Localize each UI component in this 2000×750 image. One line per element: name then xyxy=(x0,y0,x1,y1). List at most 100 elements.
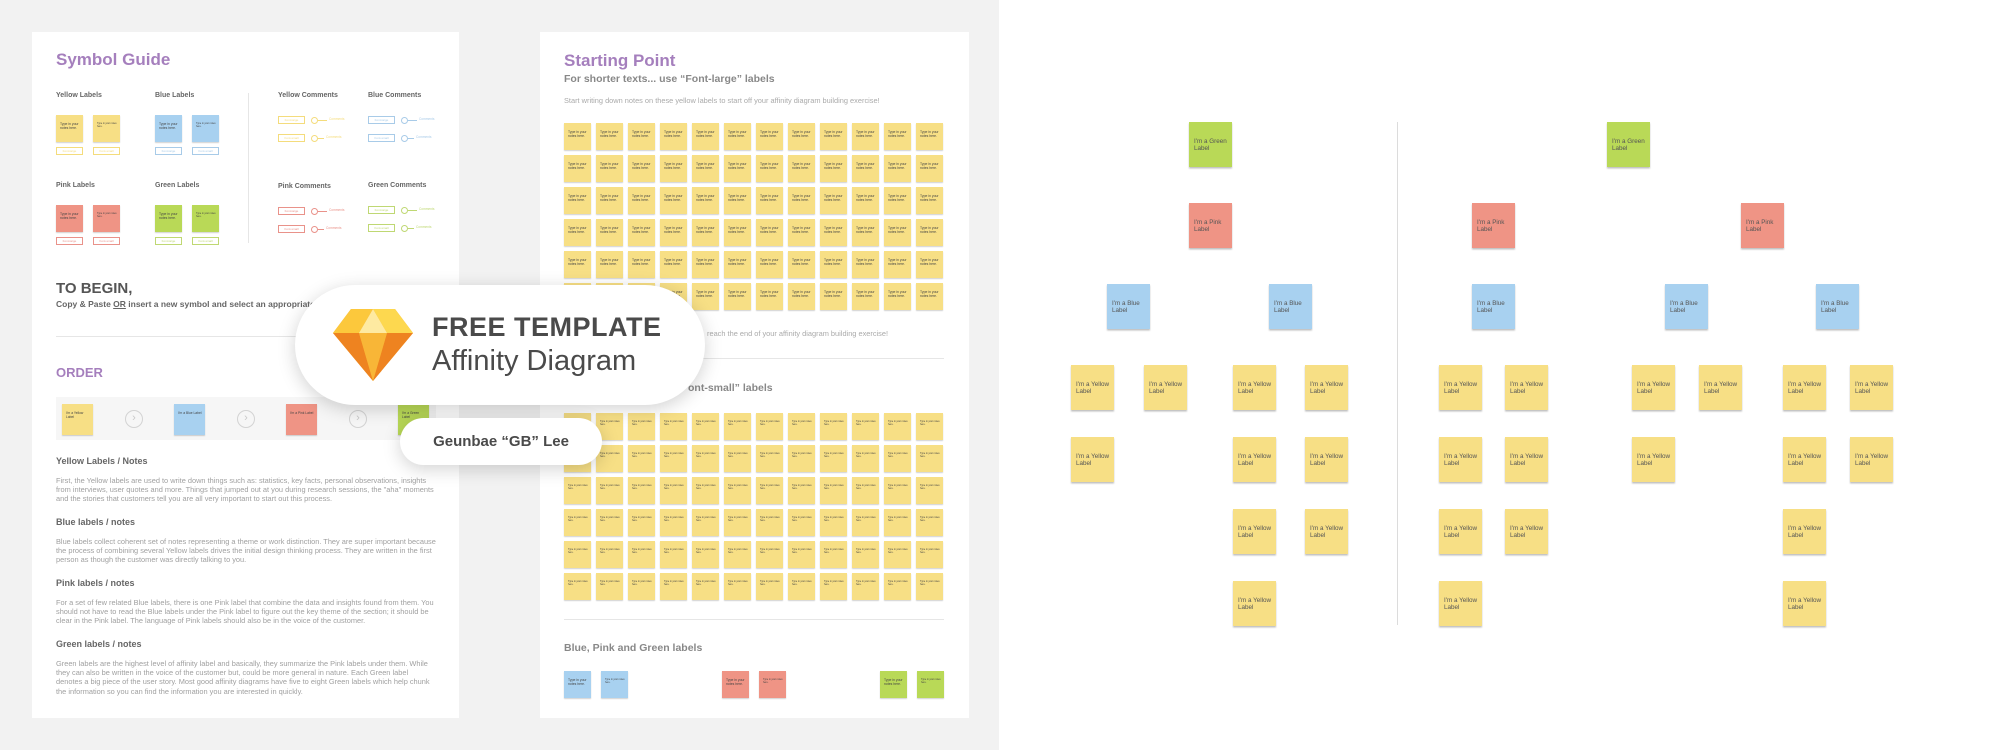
yellow-note[interactable]: Type in your notes here. xyxy=(852,283,879,310)
yellow-note[interactable]: Type in your notes here. xyxy=(852,155,879,182)
green-label-small[interactable]: Type in your notes here. xyxy=(192,205,219,232)
yellow-note[interactable]: Type in your notes here. xyxy=(724,413,751,440)
yellow-note[interactable]: Type in your notes here. xyxy=(884,187,911,214)
yellow-note[interactable]: Type in your notes here. xyxy=(852,509,879,536)
yellow-note[interactable]: Type in your notes here. xyxy=(852,477,879,504)
yellow-note[interactable]: Type in your notes here. xyxy=(724,477,751,504)
yellow-note[interactable]: Type in your notes here. xyxy=(820,477,847,504)
blue-label[interactable]: I'm a Blue Label xyxy=(1269,284,1312,329)
yellow-note[interactable]: Type in your notes here. xyxy=(756,509,783,536)
yellow-note[interactable]: Type in your notes here. xyxy=(564,251,591,278)
yellow-note[interactable]: Type in your notes here. xyxy=(820,251,847,278)
yellow-note[interactable]: Type in your notes here. xyxy=(692,283,719,310)
yellow-note[interactable]: Type in your notes here. xyxy=(756,155,783,182)
blue-label[interactable]: I'm a Blue Label xyxy=(1107,284,1150,329)
yellow-note[interactable]: Type in your notes here. xyxy=(596,155,623,182)
yellow-note[interactable]: Type in your notes here. xyxy=(788,251,815,278)
yellow-note[interactable]: Type in your notes here. xyxy=(884,123,911,150)
yellow-note[interactable]: Type in your notes here. xyxy=(916,283,943,310)
yellow-note[interactable]: Type in your notes here. xyxy=(692,219,719,246)
yellow-note[interactable]: Type in your notes here. xyxy=(916,123,943,150)
yellow-note[interactable]: Type in your notes here. xyxy=(884,445,911,472)
yellow-label[interactable]: I'm a Yellow Label xyxy=(1305,509,1348,554)
yellow-note[interactable]: Type in your notes here. xyxy=(820,155,847,182)
yellow-note[interactable]: Type in your notes here. xyxy=(852,445,879,472)
yellow-label[interactable]: I'm a Yellow Label xyxy=(1850,365,1893,410)
yellow-note[interactable]: Type in your notes here. xyxy=(596,573,623,600)
yellow-note[interactable]: Type in your notes here. xyxy=(628,413,655,440)
yellow-note[interactable]: Type in your notes here. xyxy=(660,477,687,504)
yellow-note[interactable]: Type in your notes here. xyxy=(660,445,687,472)
yellow-label-small[interactable]: Type in your notes here. xyxy=(93,115,120,142)
pink-label[interactable]: I'm a Pink Label xyxy=(1472,203,1515,248)
yellow-note[interactable]: Type in your notes here. xyxy=(788,573,815,600)
yellow-note[interactable]: Type in your notes here. xyxy=(660,155,687,182)
yellow-label[interactable]: I'm a Yellow Label xyxy=(1783,581,1826,626)
yellow-note[interactable]: Type in your notes here. xyxy=(564,573,591,600)
yellow-note[interactable]: Type in your notes here. xyxy=(724,445,751,472)
yellow-note[interactable]: Type in your notes here. xyxy=(628,445,655,472)
yellow-note[interactable]: Type in your notes here. xyxy=(660,219,687,246)
yellow-label[interactable]: I'm a Yellow Label xyxy=(1505,509,1548,554)
yellow-note[interactable]: Type in your notes here. xyxy=(692,251,719,278)
yellow-label[interactable]: I'm a Yellow Label xyxy=(1439,437,1482,482)
yellow-note[interactable]: Type in your notes here. xyxy=(692,477,719,504)
yellow-note[interactable]: Type in your notes here. xyxy=(884,413,911,440)
yellow-note[interactable]: Type in your notes here. xyxy=(916,219,943,246)
yellow-note[interactable]: Type in your notes here. xyxy=(852,219,879,246)
yellow-label[interactable]: I'm a Yellow Label xyxy=(1233,365,1276,410)
yellow-label[interactable]: I'm a Yellow Label xyxy=(1233,509,1276,554)
yellow-note[interactable]: Type in your notes here. xyxy=(628,541,655,568)
yellow-note[interactable]: Type in your notes here. xyxy=(916,445,943,472)
green-label[interactable]: I'm a Green Label xyxy=(1607,122,1650,167)
yellow-note[interactable]: Type in your notes here. xyxy=(564,541,591,568)
yellow-note[interactable]: Type in your notes here. xyxy=(756,187,783,214)
yellow-note[interactable]: Type in your notes here. xyxy=(628,219,655,246)
yellow-note[interactable]: Type in your notes here. xyxy=(628,123,655,150)
yellow-note[interactable]: Type in your notes here. xyxy=(596,123,623,150)
yellow-label[interactable]: I'm a Yellow Label xyxy=(1439,509,1482,554)
yellow-note[interactable]: Type in your notes here. xyxy=(628,573,655,600)
yellow-note[interactable]: Type in your notes here. xyxy=(820,219,847,246)
yellow-note[interactable]: Type in your notes here. xyxy=(788,509,815,536)
yellow-note[interactable]: Type in your notes here. xyxy=(884,541,911,568)
blue-label[interactable]: I'm a Blue Label xyxy=(1816,284,1859,329)
yellow-note[interactable]: Type in your notes here. xyxy=(724,283,751,310)
yellow-label[interactable]: I'm a Yellow Label xyxy=(1439,365,1482,410)
yellow-note[interactable]: Type in your notes here. xyxy=(916,573,943,600)
yellow-note[interactable]: Type in your notes here. xyxy=(916,251,943,278)
yellow-note[interactable]: Type in your notes here. xyxy=(852,123,879,150)
yellow-label[interactable]: I'm a Yellow Label xyxy=(1071,437,1114,482)
yellow-label[interactable]: I'm a Yellow Label xyxy=(1233,581,1276,626)
yellow-note[interactable]: Type in your notes here. xyxy=(916,155,943,182)
yellow-note[interactable]: Type in your notes here. xyxy=(660,541,687,568)
yellow-note[interactable]: Type in your notes here. xyxy=(564,155,591,182)
yellow-note[interactable]: Type in your notes here. xyxy=(756,283,783,310)
yellow-note[interactable]: Type in your notes here. xyxy=(852,413,879,440)
yellow-note[interactable]: Type in your notes here. xyxy=(852,251,879,278)
yellow-label[interactable]: I'm a Yellow Label xyxy=(1144,365,1187,410)
blue-note[interactable]: Type in your notes here. xyxy=(564,671,591,698)
blue-label-large[interactable]: Type in your notes here. xyxy=(155,115,182,142)
yellow-note[interactable]: Type in your notes here. xyxy=(596,541,623,568)
green-label[interactable]: I'm a Green Label xyxy=(1189,122,1232,167)
yellow-note[interactable]: Type in your notes here. xyxy=(564,509,591,536)
yellow-label[interactable]: I'm a Yellow Label xyxy=(1439,581,1482,626)
yellow-note[interactable]: Type in your notes here. xyxy=(788,477,815,504)
yellow-note[interactable]: Type in your notes here. xyxy=(756,445,783,472)
yellow-label[interactable]: I'm a Yellow Label xyxy=(1783,509,1826,554)
yellow-note[interactable]: Type in your notes here. xyxy=(756,541,783,568)
green-label-large[interactable]: Type in your notes here. xyxy=(155,205,182,232)
pink-note[interactable]: Type in your notes here. xyxy=(722,671,749,698)
yellow-note[interactable]: Type in your notes here. xyxy=(852,573,879,600)
yellow-note[interactable]: Type in your notes here. xyxy=(820,509,847,536)
yellow-note[interactable]: Type in your notes here. xyxy=(724,541,751,568)
yellow-note[interactable]: Type in your notes here. xyxy=(756,413,783,440)
yellow-note[interactable]: Type in your notes here. xyxy=(820,445,847,472)
yellow-label[interactable]: I'm a Yellow Label xyxy=(1071,365,1114,410)
yellow-note[interactable]: Type in your notes here. xyxy=(692,123,719,150)
yellow-note[interactable]: Type in your notes here. xyxy=(820,123,847,150)
yellow-note[interactable]: Type in your notes here. xyxy=(788,541,815,568)
pink-label-large[interactable]: Type in your notes here. xyxy=(56,205,83,232)
yellow-note[interactable]: Type in your notes here. xyxy=(788,413,815,440)
